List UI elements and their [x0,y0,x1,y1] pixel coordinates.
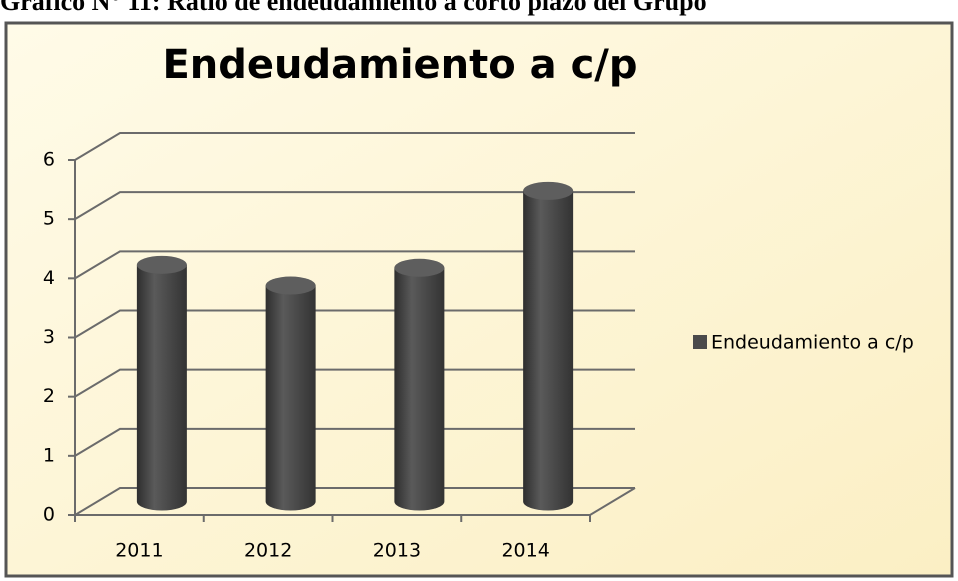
grid-line [74,132,635,161]
legend-swatch [693,335,707,349]
bar-top [265,276,316,295]
chart-title: Endeudamiento a c/p [162,42,637,88]
y-tick-label: 2 [43,385,55,407]
bar [523,190,574,511]
bar-top [136,255,187,274]
y-tick-label: 1 [43,444,55,466]
grid-line [74,368,635,398]
x-tick-label: 2011 [115,540,163,562]
bar [394,267,445,511]
y-tick-label: 4 [43,267,55,289]
x-tick-label: 2013 [373,540,421,562]
grid-line [74,309,635,339]
plot-area: 0 1 2 3 4 5 6 2011 2012 2013 2014 [43,132,636,562]
bar-top [394,258,445,277]
x-tick-label: 2014 [501,540,549,562]
y-tick-label: 3 [43,326,55,348]
caption: Gráfico N° 11: Ratio de endeudamiento a … [0,0,707,16]
grid-line [74,191,635,221]
grid-line [74,427,635,457]
x-tick-label: 2012 [244,540,292,562]
bar-top [523,181,574,200]
y-tick-label: 5 [43,208,55,230]
bar [265,285,316,511]
y-tick-label: 0 [43,504,55,526]
grid-line [74,250,635,280]
legend-label: Endeudamiento a c/p [711,332,914,354]
y-tick-label: 6 [43,149,55,171]
grid-line [74,487,635,516]
bar [136,264,187,511]
